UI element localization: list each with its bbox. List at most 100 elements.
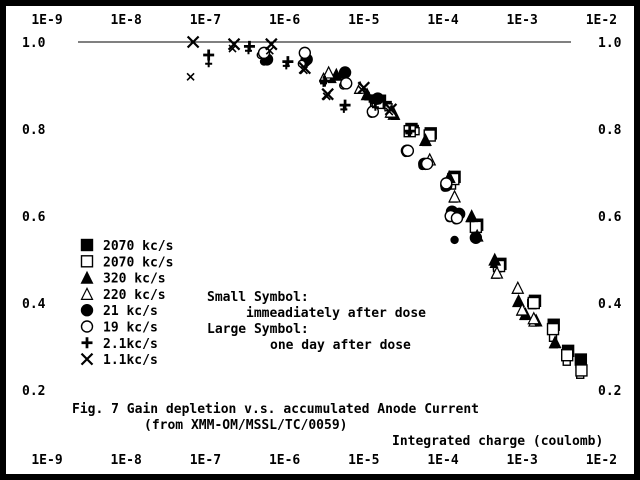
legend-label: 320 kc/s: [103, 272, 166, 287]
data-point-x: [357, 81, 371, 94]
data-point-plus: [203, 49, 215, 61]
data-point-open-square: [80, 255, 94, 268]
y-tick-left: 0.8: [22, 123, 46, 138]
x-tick-top: 1E-7: [190, 13, 221, 28]
note-large-text: one day after dose: [270, 338, 411, 353]
caption-line-2: (from XMM-OM/MSSL/TC/0059): [144, 418, 348, 433]
data-point-open-triangle: [448, 189, 462, 203]
data-point-x: [298, 61, 312, 75]
data-point-x: [227, 37, 241, 51]
x-tick-top: 1E-6: [269, 13, 300, 28]
legend-label: 220 kc/s: [103, 288, 166, 303]
y-tick-right: 0.6: [598, 210, 622, 225]
data-point-filled-triangle: [80, 270, 94, 284]
data-point-plus: [282, 56, 294, 68]
y-tick-left: 1.0: [22, 36, 46, 51]
legend-label: 2.1kc/s: [103, 337, 158, 352]
x-tick-labels-top: 1E-9 1E-8 1E-7 1E-6 1E-5 1E-4 1E-3 1E-2: [31, 13, 617, 28]
data-point-open-triangle: [511, 280, 525, 294]
x-tick-top: 1E-4: [427, 13, 458, 28]
x-tick-bottom: 1E-2: [586, 453, 617, 468]
data-point-filled-triangle: [465, 209, 479, 223]
y-tick-right: 0.8: [598, 123, 622, 138]
data-point-filled-circle: [469, 231, 483, 244]
data-point-filled-square: [80, 238, 94, 252]
data-point-x: [321, 87, 334, 101]
note-small-title: Small Symbol:: [207, 290, 309, 305]
x-tick-bottom: 1E-8: [111, 453, 142, 468]
data-point-filled-circle: [450, 235, 459, 245]
data-markers: [186, 35, 588, 379]
data-point-open-circle: [80, 320, 94, 333]
x-tick-top: 1E-2: [586, 13, 617, 28]
data-point-open-triangle: [80, 287, 94, 300]
x-tick-bottom: 1E-6: [269, 453, 300, 468]
x-tick-bottom: 1E-4: [427, 453, 458, 468]
x-tick-top: 1E-9: [31, 13, 62, 28]
data-point-plus: [319, 75, 331, 87]
data-point-open-square: [527, 296, 540, 310]
x-tick-bottom: 1E-3: [507, 453, 538, 468]
data-point-filled-triangle: [512, 293, 526, 307]
data-point-filled-triangle: [360, 87, 374, 101]
data-point-open-square: [469, 220, 483, 234]
data-point-filled-circle: [338, 66, 352, 79]
legend-label: 1.1kc/s: [103, 353, 158, 368]
x-axis-label: Integrated charge (coulomb): [392, 434, 603, 449]
data-point-open-square: [546, 322, 560, 336]
data-point-open-triangle: [490, 265, 504, 279]
data-point-filled-triangle: [418, 133, 432, 146]
data-point-x: [186, 35, 200, 49]
y-tick-right: 0.2: [598, 384, 621, 399]
data-point-plus: [205, 60, 213, 68]
y-tick-right: 0.4: [598, 297, 622, 312]
y-tick-left: 0.4: [22, 297, 46, 312]
x-tick-bottom: 1E-7: [190, 453, 221, 468]
legend-label: 21 kc/s: [103, 304, 158, 319]
data-point-open-circle: [401, 144, 415, 157]
data-point-filled-triangle: [488, 252, 502, 266]
y-tick-right: 1.0: [598, 36, 622, 51]
data-point-plus: [404, 125, 416, 137]
legend-label: 2070 kc/s: [103, 239, 173, 254]
data-point-open-square: [561, 349, 574, 362]
y-tick-labels-left: 1.0 0.8 0.6 0.4 0.2: [22, 36, 46, 399]
data-point-filled-circle: [80, 304, 94, 317]
data-point-open-square: [575, 364, 588, 377]
data-point-open-triangle: [527, 311, 541, 325]
note-small-text: immeadiately after dose: [246, 306, 426, 321]
data-point-x: [265, 37, 278, 51]
data-point-filled-triangle: [548, 335, 562, 349]
legend-label: 19 kc/s: [103, 321, 158, 336]
data-point-plus: [243, 40, 255, 52]
data-point-open-circle: [420, 157, 434, 171]
data-point-x: [186, 72, 195, 81]
data-point-plus: [369, 97, 381, 109]
data-point-open-circle: [340, 77, 353, 90]
x-tick-labels-bottom: 1E-9 1E-8 1E-7 1E-6 1E-5 1E-4 1E-3 1E-2: [31, 453, 617, 468]
x-tick-top: 1E-5: [348, 13, 379, 28]
data-point-plus: [81, 337, 93, 349]
data-point-open-triangle: [515, 302, 529, 316]
data-point-plus: [339, 99, 351, 111]
x-tick-top: 1E-8: [111, 13, 142, 28]
chart-panel: [6, 6, 634, 474]
data-point-filled-square: [574, 353, 588, 366]
data-point-open-triangle: [322, 65, 336, 79]
data-point-open-circle: [450, 211, 464, 225]
caption-line-1: Fig. 7 Gain depletion v.s. accumulated A…: [72, 402, 479, 417]
y-tick-left: 0.2: [22, 384, 45, 399]
data-point-open-circle: [440, 177, 453, 190]
y-tick-left: 0.6: [22, 210, 46, 225]
x-tick-bottom: 1E-9: [31, 453, 62, 468]
data-point-open-circle: [298, 46, 312, 60]
x-tick-bottom: 1E-5: [348, 453, 379, 468]
x-tick-top: 1E-3: [507, 13, 538, 28]
data-point-x: [384, 103, 398, 116]
y-tick-labels-right: 1.0 0.8 0.6 0.4 0.2: [598, 36, 622, 399]
legend-label: 2070 kc/s: [103, 255, 173, 270]
note-large-title: Large Symbol:: [207, 322, 309, 337]
